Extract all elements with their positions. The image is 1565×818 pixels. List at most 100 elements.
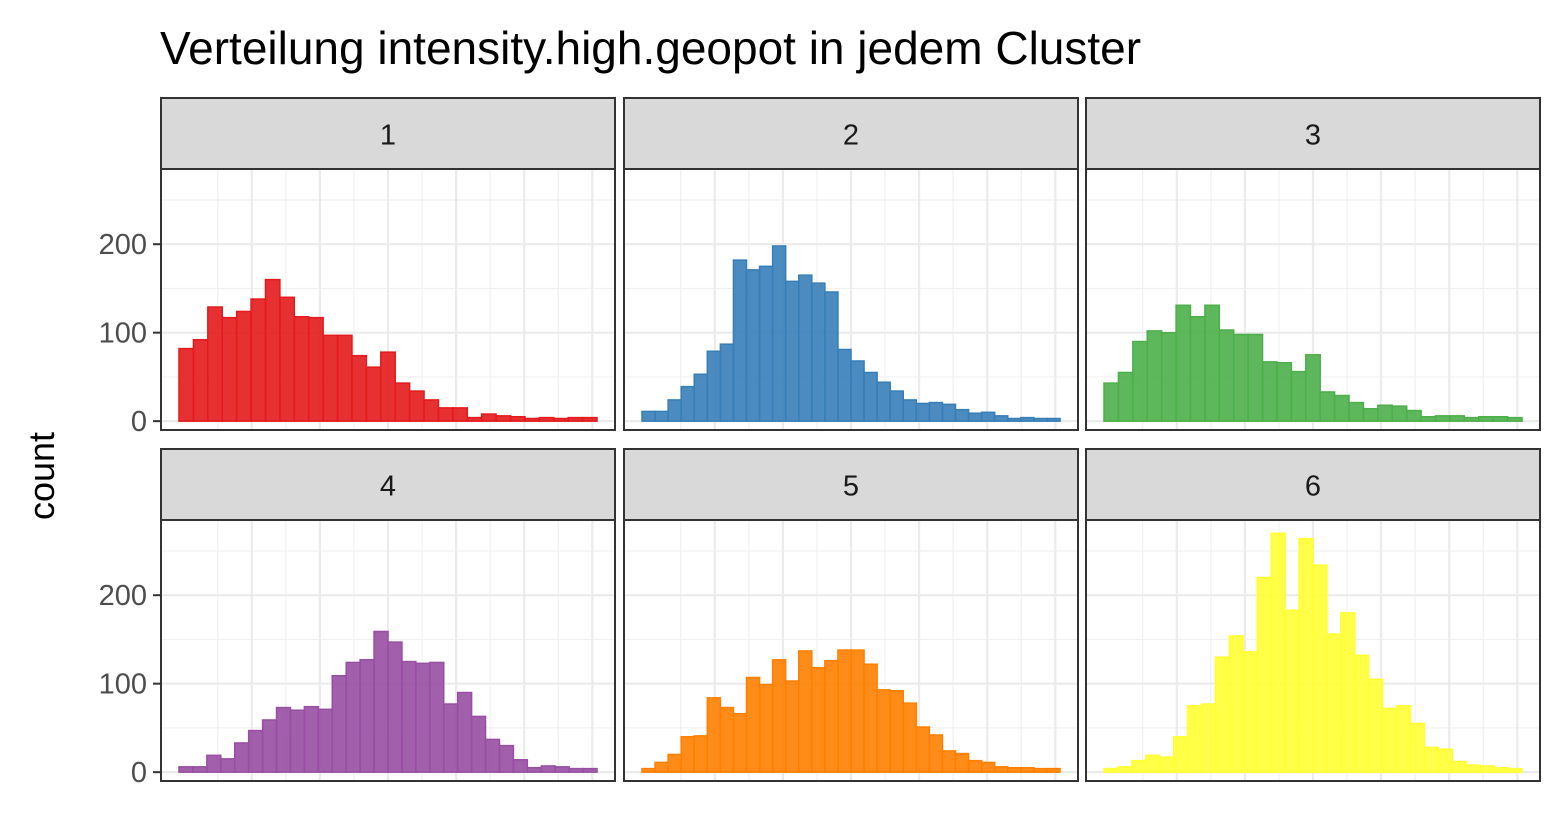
histogram-bar <box>512 759 529 773</box>
histogram-bar <box>1158 756 1175 773</box>
histogram-bar <box>1256 576 1272 773</box>
histogram-bar <box>322 334 339 422</box>
histogram-bar <box>980 411 996 422</box>
histogram-bar <box>423 399 440 422</box>
chart-title: Verteilung intensity.high.geopot in jede… <box>160 22 1141 74</box>
facet-strip-label: 4 <box>380 471 396 503</box>
histogram-bar <box>247 729 264 773</box>
histogram-bar <box>1493 766 1509 773</box>
histogram-bar <box>336 334 353 422</box>
histogram-bar <box>394 382 411 422</box>
facet-panel-1: 1 0 100 200 <box>99 97 616 438</box>
histogram-bar <box>876 381 891 422</box>
histogram-bar <box>1214 656 1231 773</box>
histogram-bar <box>1423 746 1440 773</box>
histogram-bar <box>1305 354 1321 422</box>
histogram-bar <box>915 726 931 773</box>
histogram-bar <box>303 705 320 773</box>
histogram-bar <box>1284 609 1300 773</box>
histogram-bar <box>967 412 983 422</box>
y-axis-label: count <box>21 432 62 520</box>
histogram-bar <box>1046 417 1061 422</box>
histogram-bar <box>824 291 839 422</box>
histogram-bar <box>553 417 569 422</box>
histogram-bar <box>1367 678 1384 773</box>
histogram-bar <box>524 417 541 422</box>
facet-strip <box>1085 97 1541 170</box>
histogram-bar <box>902 399 918 422</box>
histogram-bar <box>889 390 904 422</box>
histogram-bar <box>1117 371 1134 422</box>
histogram-bar <box>261 719 278 773</box>
histogram-bar <box>408 390 425 422</box>
facet-strip-label: 6 <box>1305 471 1321 503</box>
histogram-bar <box>758 683 774 773</box>
facet-panel-6: 6 <box>1085 448 1541 782</box>
histogram-bar <box>1451 760 1468 773</box>
histogram-bar <box>373 630 389 773</box>
histogram-bar <box>235 310 252 422</box>
histogram-bar <box>1319 391 1336 422</box>
histogram-bar <box>1420 415 1437 422</box>
histogram-bar <box>680 736 695 773</box>
histogram-bar <box>380 351 396 422</box>
histogram-bar <box>452 407 469 422</box>
histogram-bar <box>837 649 852 773</box>
histogram-bar <box>941 403 957 422</box>
histogram-bar <box>798 274 813 422</box>
facet-strip <box>623 97 1079 170</box>
histogram-bar <box>798 650 813 773</box>
histogram-bar <box>1326 633 1342 773</box>
histogram-bar <box>1204 304 1221 422</box>
facet-panel-4: 4 0 100 200 <box>99 448 616 789</box>
histogram-bar <box>480 413 497 422</box>
histogram-bar <box>401 660 417 773</box>
histogram-bar <box>540 765 556 773</box>
histogram-bar <box>1434 415 1451 422</box>
histogram-bar <box>567 416 584 422</box>
histogram-bar <box>928 734 944 773</box>
histogram-bar <box>233 742 250 773</box>
histogram-bar <box>1117 766 1133 773</box>
histogram-bar <box>1145 754 1161 773</box>
histogram-bar <box>250 298 267 422</box>
histogram-bar <box>387 641 403 773</box>
histogram-bar <box>526 766 543 773</box>
histogram-bar <box>221 316 238 422</box>
y-tick-label: 0 <box>131 406 147 438</box>
histogram-bar <box>1276 362 1293 422</box>
histogram-bar <box>1333 394 1350 422</box>
histogram-bar <box>693 735 709 773</box>
histogram-bar <box>654 410 669 422</box>
y-tick-label: 200 <box>99 229 147 261</box>
facet-strip-label: 5 <box>843 471 859 503</box>
histogram-bar <box>470 715 487 773</box>
histogram-bar <box>954 408 970 422</box>
histogram-bar <box>1020 766 1035 773</box>
histogram-bar <box>484 738 501 773</box>
histogram-bar <box>538 416 555 422</box>
histogram-bar <box>1290 370 1307 422</box>
histogram-bar <box>178 347 195 422</box>
histogram-bar <box>275 706 292 773</box>
histogram-bar <box>954 752 970 773</box>
facet-strip-label: 2 <box>843 120 859 152</box>
histogram-bar <box>1046 767 1061 773</box>
histogram-bar <box>437 407 454 422</box>
histogram-bar <box>758 265 774 422</box>
histogram-bar <box>967 759 983 773</box>
facet-panel-3: 3 <box>1085 97 1541 431</box>
histogram-bar <box>568 767 584 773</box>
histogram-bar <box>915 402 931 422</box>
histogram-bar <box>1007 417 1022 422</box>
histogram-bar <box>178 766 194 773</box>
histogram-bar <box>667 399 682 422</box>
y-tick-label: 100 <box>99 669 147 701</box>
histogram-bar <box>1298 537 1314 773</box>
histogram-bar <box>732 713 748 773</box>
histogram-bar <box>1340 612 1356 773</box>
histogram-bar <box>1506 416 1523 422</box>
histogram-bar <box>980 761 996 773</box>
facet-strip-label: 1 <box>380 120 396 152</box>
histogram-bar <box>581 416 598 422</box>
